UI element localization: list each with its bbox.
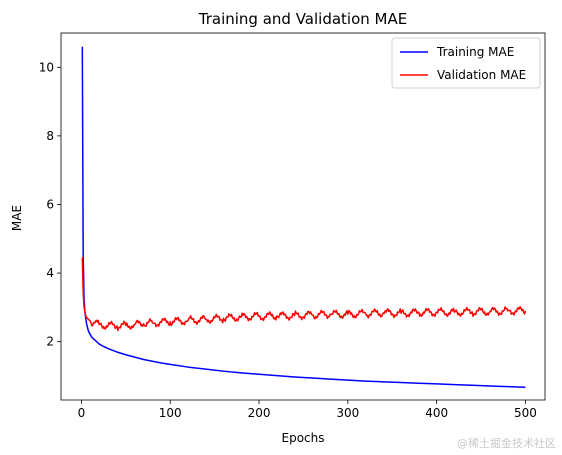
y-axis-label: MAE — [10, 205, 24, 231]
legend-label-2: Validation MAE — [437, 68, 526, 82]
x-tick-label: 200 — [248, 406, 271, 420]
plot-frame — [60, 32, 546, 401]
plot-area: 0 100 200 300 400 500 2 4 6 8 10 Training MAE Valida… — [39, 32, 546, 420]
x-tick-label: 100 — [159, 406, 182, 420]
y-tick-label: 2 — [46, 335, 54, 349]
x-tick-label: 0 — [78, 406, 86, 420]
y-tick-label: 4 — [46, 266, 54, 280]
legend-box — [391, 37, 541, 89]
y-tick-label: 8 — [46, 129, 54, 143]
y-tick-label: 10 — [39, 60, 54, 74]
watermark: @稀土掘金技术社区 — [457, 437, 556, 450]
x-axis-label: Epochs — [282, 431, 325, 445]
x-tick-label: 400 — [425, 406, 448, 420]
x-tick-label: 300 — [336, 406, 359, 420]
series-line-1 — [81, 46, 526, 389]
series-line-2 — [81, 257, 527, 332]
legend-label-1: Training MAE — [436, 45, 514, 59]
x-tick-label: 500 — [514, 406, 537, 420]
y-tick-label: 6 — [46, 197, 54, 211]
chart-title: Training and Validation MAE — [198, 10, 407, 28]
